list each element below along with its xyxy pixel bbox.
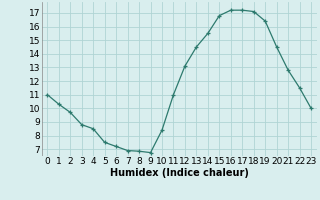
X-axis label: Humidex (Indice chaleur): Humidex (Indice chaleur) — [110, 168, 249, 178]
